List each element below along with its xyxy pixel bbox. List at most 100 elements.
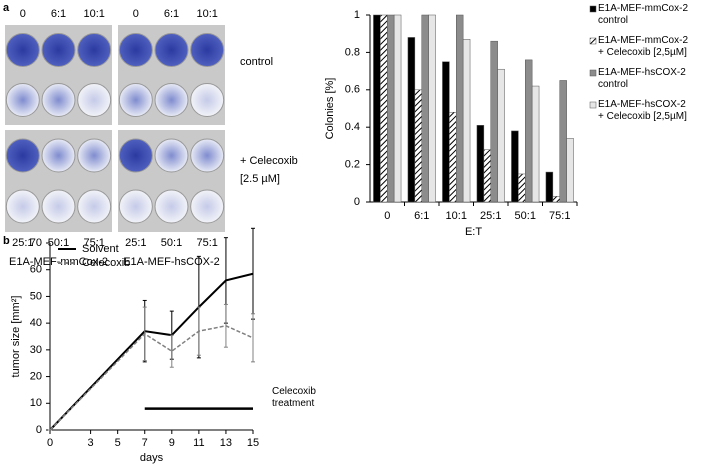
legend-label: E1A-MEF-hsCOX-2 control (598, 67, 686, 90)
column-label: 75:1 (196, 237, 217, 249)
bar (421, 14, 429, 203)
x-tick-label: 3 (88, 437, 94, 449)
x-tick-label: 0 (384, 210, 390, 222)
well (41, 189, 76, 224)
series-line (49, 325, 254, 431)
bar (525, 59, 533, 203)
column-label: 10:1 (196, 8, 217, 20)
well (154, 83, 189, 117)
x-tick-label: 11 (193, 437, 204, 449)
x-tick-label: 13 (220, 437, 232, 449)
column-label: 6:1 (164, 8, 179, 20)
bar (531, 85, 540, 203)
y-tick-label: 10 (30, 397, 42, 409)
well (5, 33, 40, 67)
x-axis-label: E:T (465, 226, 482, 238)
well (118, 83, 153, 117)
x-tick-label: 0 (47, 437, 53, 449)
y-tick-label: 20 (30, 370, 42, 382)
row-label: + Celecoxib [2.5 µM] (240, 155, 298, 185)
column-label: 10:1 (83, 8, 104, 20)
cell-line-name: E1A-MEF-hsCOX-2 (123, 256, 220, 268)
column-label: 25:1 (12, 237, 33, 249)
column-label: 25:1 (125, 237, 146, 249)
y-tick-label: 40 (30, 317, 42, 329)
column-label: 50:1 (161, 237, 182, 249)
well (190, 83, 225, 117)
bar (483, 149, 492, 203)
well (77, 138, 112, 173)
y-axis-label: tumor size [mm²] (10, 296, 22, 378)
y-tick-label: 0 (36, 424, 42, 436)
well (190, 138, 225, 173)
bar (428, 14, 436, 203)
y-tick-label: 0.8 (345, 46, 360, 58)
row-label: control (240, 56, 274, 68)
legend-label: Celecoxib (82, 257, 130, 269)
y-axis-label: Colonies [%] (324, 78, 336, 140)
legend-label: Solvent (82, 243, 119, 255)
bar (559, 80, 567, 203)
y-tick-label: 70 (30, 237, 42, 249)
series-line (49, 272, 254, 431)
bar (387, 14, 395, 203)
bar (497, 68, 505, 203)
well (5, 138, 40, 173)
bar (442, 61, 450, 203)
well (190, 33, 225, 67)
column-label: 6:1 (51, 8, 66, 20)
bar (518, 173, 526, 203)
legend-swatch (589, 101, 597, 109)
y-tick-label: 1 (354, 9, 360, 21)
well (5, 83, 40, 117)
well (190, 189, 225, 224)
y-tick-label: 0.2 (345, 159, 360, 171)
y-tick-label: 50 (30, 290, 42, 302)
bar (414, 89, 423, 203)
well (118, 33, 153, 67)
x-tick-label: 6:1 (414, 210, 429, 222)
bar (407, 37, 416, 203)
well (77, 33, 112, 67)
x-axis-label: days (140, 452, 164, 464)
legend-swatch (589, 37, 597, 45)
cell-line-name: E1A-MEF-mmCox-2 (9, 256, 108, 268)
column-label: 0 (133, 8, 139, 20)
column-label: 75:1 (83, 237, 104, 249)
error-bar (169, 334, 174, 368)
column-label: 0 (20, 8, 26, 20)
x-tick-label: 75:1 (549, 210, 570, 222)
annotation: Celecoxib treatment (272, 386, 316, 409)
legend-label: E1A-MEF-mmCox-2 + Celecoxib [2,5µM] (598, 35, 689, 58)
bar (566, 138, 574, 203)
well (118, 138, 153, 173)
well (154, 138, 189, 173)
x-tick-label: 7 (142, 437, 148, 449)
legend-label: E1A-MEF-mmCox-2 control (598, 3, 689, 26)
legend-swatch (589, 69, 597, 77)
panel-label: b (3, 235, 10, 247)
x-tick-label: 50:1 (515, 210, 536, 222)
bar (449, 111, 457, 203)
legend-label: E1A-MEF-hsCOX-2 + Celecoxib [2,5µM] (598, 99, 687, 122)
well (41, 138, 76, 173)
y-tick-label: 30 (30, 344, 42, 356)
bar (476, 125, 485, 203)
well (154, 33, 189, 67)
well (154, 189, 189, 224)
x-tick-label: 9 (169, 437, 175, 449)
panel-label: a (3, 2, 10, 14)
x-tick-label: 15 (247, 437, 259, 449)
bar (380, 14, 388, 203)
y-tick-label: 60 (30, 264, 42, 276)
y-tick-label: 0.4 (345, 121, 360, 133)
well (41, 83, 76, 117)
well (41, 33, 76, 67)
well (118, 189, 153, 224)
bar (373, 14, 381, 203)
bar (393, 14, 402, 203)
bar (456, 14, 464, 203)
x-tick-label: 5 (115, 437, 121, 449)
y-tick-label: 0.6 (345, 84, 360, 96)
